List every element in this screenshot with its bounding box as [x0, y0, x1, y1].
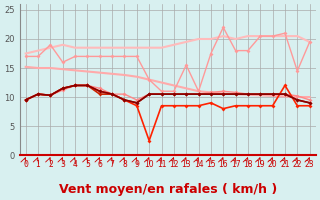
- X-axis label: Vent moyen/en rafales ( km/h ): Vent moyen/en rafales ( km/h ): [59, 183, 277, 196]
